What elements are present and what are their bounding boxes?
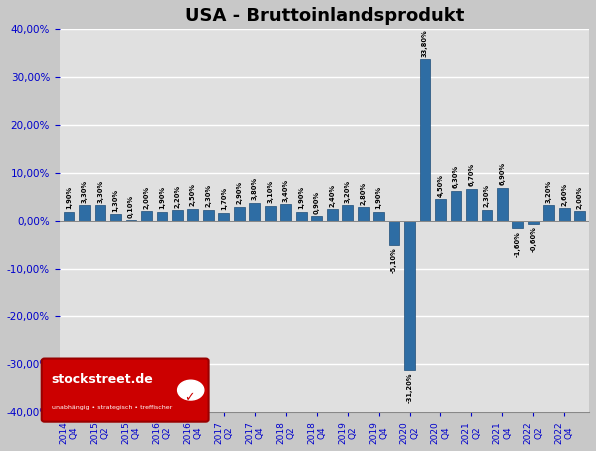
Text: 2,90%: 2,90% xyxy=(236,181,243,204)
Bar xyxy=(513,221,523,228)
Text: 1,90%: 1,90% xyxy=(375,186,381,209)
Bar xyxy=(296,212,306,221)
Text: -1,60%: -1,60% xyxy=(515,231,521,257)
Text: 1,30%: 1,30% xyxy=(113,189,119,212)
Text: 2,60%: 2,60% xyxy=(561,183,567,206)
Text: 0,90%: 0,90% xyxy=(313,191,319,214)
Bar xyxy=(389,221,399,245)
Text: 2,00%: 2,00% xyxy=(144,186,150,209)
Text: 3,10%: 3,10% xyxy=(267,180,273,203)
Bar xyxy=(126,220,136,221)
Text: 3,20%: 3,20% xyxy=(344,180,350,203)
Text: 3,20%: 3,20% xyxy=(546,180,552,203)
Bar xyxy=(451,191,461,221)
Text: 2,80%: 2,80% xyxy=(360,182,366,205)
Text: 6,70%: 6,70% xyxy=(468,163,474,186)
Bar xyxy=(218,212,229,221)
Text: 2,20%: 2,20% xyxy=(175,184,181,208)
Bar xyxy=(280,204,291,221)
Bar xyxy=(157,212,167,221)
Bar xyxy=(141,211,152,221)
Bar xyxy=(110,215,121,221)
Bar xyxy=(466,189,477,221)
Text: 1,90%: 1,90% xyxy=(159,186,165,209)
Bar xyxy=(79,205,90,221)
Bar xyxy=(265,206,276,221)
Text: 1,70%: 1,70% xyxy=(221,187,227,210)
Text: unabhängig • strategisch • treffischer: unabhängig • strategisch • treffischer xyxy=(52,405,172,410)
Text: 2,30%: 2,30% xyxy=(206,184,212,207)
Text: 3,40%: 3,40% xyxy=(283,179,288,202)
Text: 3,80%: 3,80% xyxy=(252,177,258,200)
Bar xyxy=(404,221,415,370)
Text: 2,30%: 2,30% xyxy=(484,184,490,207)
Text: stockstreet.de: stockstreet.de xyxy=(52,373,154,386)
Bar xyxy=(358,207,368,221)
Text: 2,40%: 2,40% xyxy=(329,184,335,207)
Bar xyxy=(203,210,214,221)
Text: 2,00%: 2,00% xyxy=(577,186,583,209)
Text: 0,10%: 0,10% xyxy=(128,195,134,218)
Text: -0,60%: -0,60% xyxy=(530,226,536,252)
Bar xyxy=(497,188,508,221)
Text: 6,30%: 6,30% xyxy=(453,165,459,188)
Text: -31,20%: -31,20% xyxy=(406,373,412,403)
Bar xyxy=(311,216,322,221)
Text: 4,50%: 4,50% xyxy=(437,174,443,197)
Bar xyxy=(327,209,337,221)
Bar xyxy=(528,221,539,224)
Text: -5,10%: -5,10% xyxy=(391,248,397,273)
Bar xyxy=(342,205,353,221)
Text: 3,30%: 3,30% xyxy=(97,179,103,202)
Bar xyxy=(559,208,570,221)
Bar xyxy=(544,205,554,221)
Text: 2,50%: 2,50% xyxy=(190,184,196,207)
Text: 1,90%: 1,90% xyxy=(298,186,304,209)
Bar xyxy=(188,209,198,221)
Bar xyxy=(435,199,446,221)
Bar xyxy=(234,207,245,221)
Bar xyxy=(64,212,74,221)
Bar xyxy=(95,205,105,221)
Text: ✓: ✓ xyxy=(184,391,195,404)
Bar xyxy=(249,202,260,221)
Bar xyxy=(420,59,430,221)
Bar xyxy=(482,210,492,221)
Title: USA - Bruttoinlandsprodukt: USA - Bruttoinlandsprodukt xyxy=(185,7,464,25)
Text: 6,90%: 6,90% xyxy=(499,162,505,185)
Bar xyxy=(172,210,183,221)
Text: 33,80%: 33,80% xyxy=(422,29,428,56)
Text: 1,90%: 1,90% xyxy=(66,186,72,209)
Bar xyxy=(373,212,384,221)
Text: 3,30%: 3,30% xyxy=(82,179,88,202)
Bar xyxy=(575,211,585,221)
